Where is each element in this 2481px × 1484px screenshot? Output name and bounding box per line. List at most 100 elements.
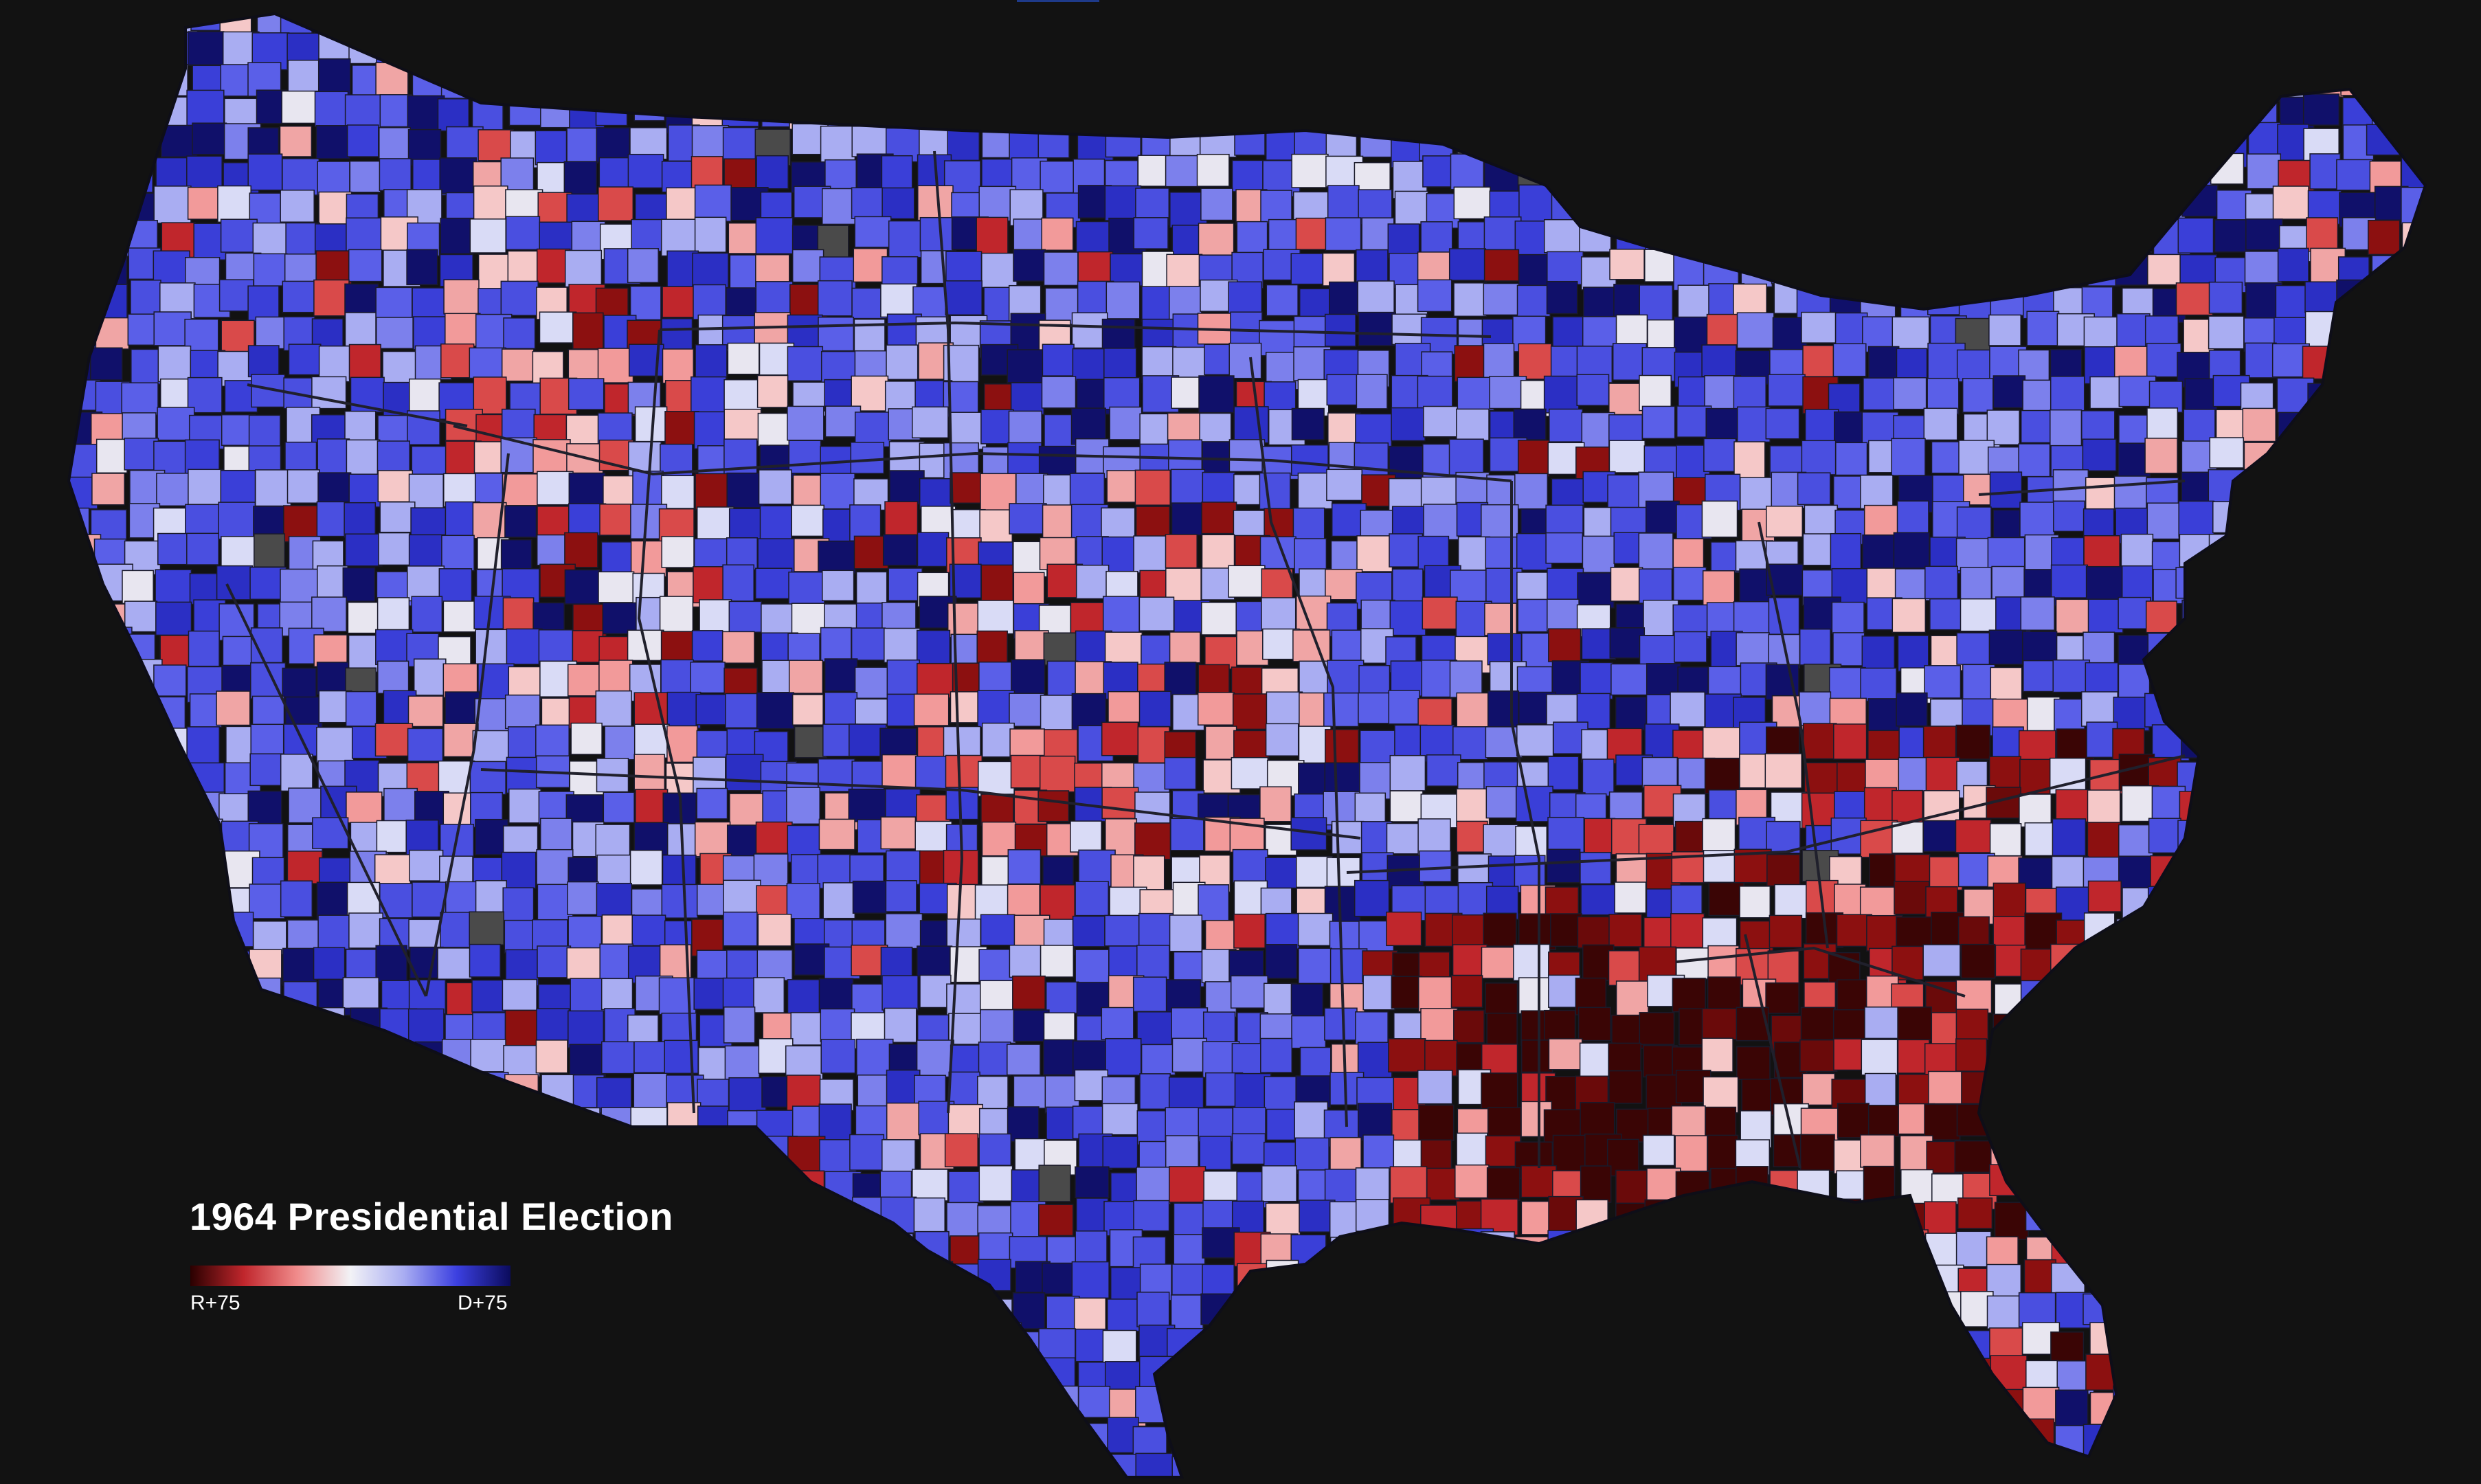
county-cell <box>406 1331 441 1364</box>
county-cell <box>1354 14 1390 41</box>
county-cell <box>1233 406 1269 444</box>
county-cell <box>1449 30 1484 68</box>
county-cell <box>2275 1139 2313 1175</box>
county-cell <box>2438 884 2470 919</box>
county-cell <box>2279 1265 2313 1299</box>
county-cell <box>1075 564 1110 600</box>
county-cell <box>564 532 598 568</box>
county-cell <box>631 1393 669 1431</box>
county-cell <box>630 1107 668 1140</box>
county-cell <box>916 629 951 668</box>
county-cell <box>314 91 349 128</box>
county-cell <box>1141 14 1177 36</box>
county-cell <box>346 124 379 157</box>
county-cell <box>1457 536 1491 571</box>
county-cell <box>2438 188 2474 218</box>
county-cell <box>1797 1385 1830 1421</box>
county-cell <box>2369 658 2404 692</box>
county-cell <box>1388 14 1426 34</box>
county-cell <box>1007 349 1044 383</box>
county-cell <box>600 1355 639 1388</box>
county-cell <box>35 855 67 886</box>
county-cell <box>1864 1072 1896 1110</box>
county-cell <box>186 532 219 565</box>
county-cell <box>2310 1423 2343 1457</box>
county-cell <box>440 343 475 379</box>
county-cell <box>597 1454 633 1477</box>
county-cell <box>1736 1454 1774 1477</box>
county-cell <box>124 1196 157 1232</box>
county-cell <box>726 754 764 791</box>
county-cell <box>2020 409 2054 444</box>
county-cell <box>121 382 159 416</box>
county-cell <box>92 1296 128 1334</box>
county-cell <box>568 472 606 508</box>
county-cell <box>1708 223 1747 258</box>
county-cell <box>2462 1070 2481 1105</box>
county-cell <box>69 754 99 789</box>
county-cell <box>155 1389 192 1426</box>
county-cell <box>153 917 190 951</box>
county-cell <box>1764 1452 1800 1477</box>
county-cell <box>441 535 475 572</box>
county-cell <box>2083 980 2117 1019</box>
county-cell <box>854 216 892 248</box>
county-cell <box>186 726 221 764</box>
county-cell <box>471 1360 509 1393</box>
county-cell <box>2338 761 2375 796</box>
county-cell <box>69 851 95 889</box>
county-cell <box>1013 249 1046 282</box>
county-cell <box>1796 28 1830 65</box>
county-cell <box>2342 1264 2379 1296</box>
county-cell <box>2365 1418 2399 1454</box>
county-cell <box>2336 444 2368 482</box>
county-cell <box>1544 1422 1576 1460</box>
county-cell <box>1386 822 1422 855</box>
county-cell <box>2429 1235 2460 1268</box>
county-cell <box>27 758 59 790</box>
county-cell <box>1771 67 1803 102</box>
county-cell <box>2117 1199 2151 1235</box>
county-cell <box>756 374 789 408</box>
county-cell <box>943 1419 980 1456</box>
county-cell <box>2430 1358 2462 1389</box>
county-cell <box>1071 693 1107 731</box>
county-cell <box>1608 383 1645 416</box>
county-cell <box>1552 316 1588 351</box>
county-cell <box>1296 1419 1334 1455</box>
county-cell <box>1454 345 1488 383</box>
county-cell <box>1452 914 1485 949</box>
county-cell <box>691 376 727 413</box>
county-cell <box>412 14 445 27</box>
county-cell <box>2144 693 2181 728</box>
county-cell <box>478 62 513 100</box>
county-cell <box>1360 95 1394 130</box>
county-cell <box>1896 692 1928 727</box>
county-cell <box>568 378 605 410</box>
county-cell <box>0 541 33 576</box>
county-cell <box>123 128 156 162</box>
county-cell <box>2146 502 2180 540</box>
county-cell <box>2245 762 2280 800</box>
county-cell <box>2083 1293 2118 1325</box>
county-cell <box>1102 1136 1138 1169</box>
county-cell <box>1863 14 1901 29</box>
county-cell <box>1929 1360 1962 1397</box>
county-cell <box>1007 96 1044 135</box>
county-cell <box>1676 405 1712 438</box>
county-cell <box>379 127 411 165</box>
county-cell <box>1547 251 1584 285</box>
county-cell <box>445 1104 479 1142</box>
county-cell <box>820 65 854 100</box>
county-cell <box>535 1039 568 1074</box>
county-cell <box>2372 753 2410 787</box>
county-cell <box>2057 1009 2091 1044</box>
county-cell <box>2371 539 2407 578</box>
county-cell <box>2470 348 2481 381</box>
county-cell <box>2270 723 2304 758</box>
county-cell <box>1703 122 1736 156</box>
county-cell <box>1898 14 1935 35</box>
county-cell <box>2302 346 2339 380</box>
county-cell <box>1486 1012 1518 1048</box>
county-cell <box>91 473 125 506</box>
